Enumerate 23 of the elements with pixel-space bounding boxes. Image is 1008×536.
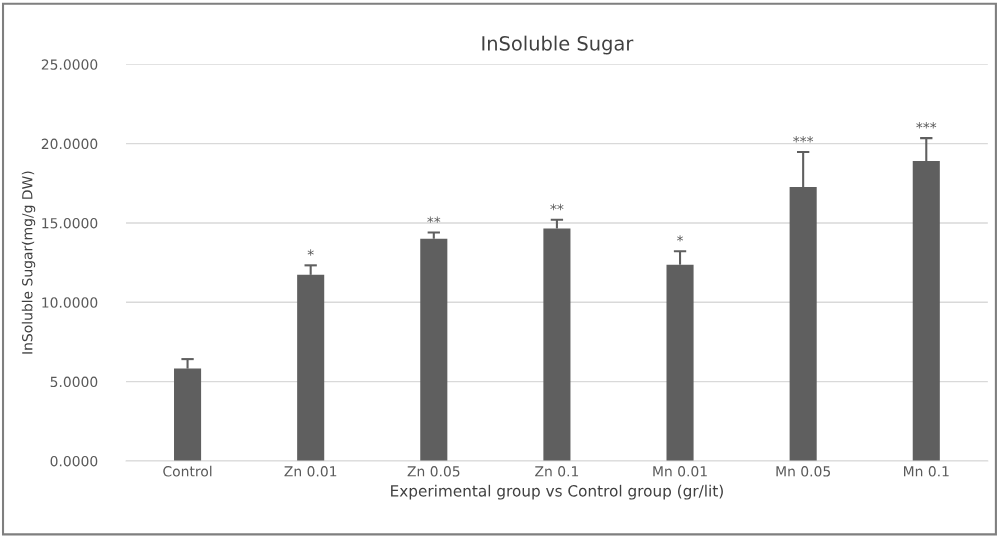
x-tick-label: Zn 0.1 <box>535 466 579 477</box>
y-tick-label: 25.0000 <box>41 59 98 70</box>
y-tick-label: 5.0000 <box>50 376 98 388</box>
chart-title: InSoluble Sugar <box>482 35 634 55</box>
annotation: * <box>676 235 684 242</box>
x-axis-title: Experimental group vs Control group (gr/lit) <box>391 484 723 500</box>
x-tick-label: Mn 0.05 <box>776 466 831 477</box>
annotation: ** <box>550 203 564 211</box>
y-tick-label: 0.0000 <box>50 455 98 467</box>
x-tick-label: Zn 0.05 <box>407 466 460 477</box>
y-tick-label: 10.0000 <box>42 297 98 308</box>
annotation: ** <box>427 216 441 223</box>
y-tick-label: 15.0000 <box>42 217 98 229</box>
annotation: *** <box>916 122 937 129</box>
annotation: *** <box>793 136 814 143</box>
bar <box>420 238 448 461</box>
y-axis-title: InSoluble Sugar(mg/g DW) <box>21 171 36 354</box>
y-tick-label: 20.0000 <box>41 138 98 150</box>
x-tick-label: Control <box>163 465 212 477</box>
x-tick-label: Mn 0.1 <box>904 466 949 477</box>
x-tick-label: Mn 0.01 <box>653 466 707 477</box>
annotation: * <box>307 249 314 256</box>
x-tick-label: Zn 0.01 <box>284 466 337 477</box>
